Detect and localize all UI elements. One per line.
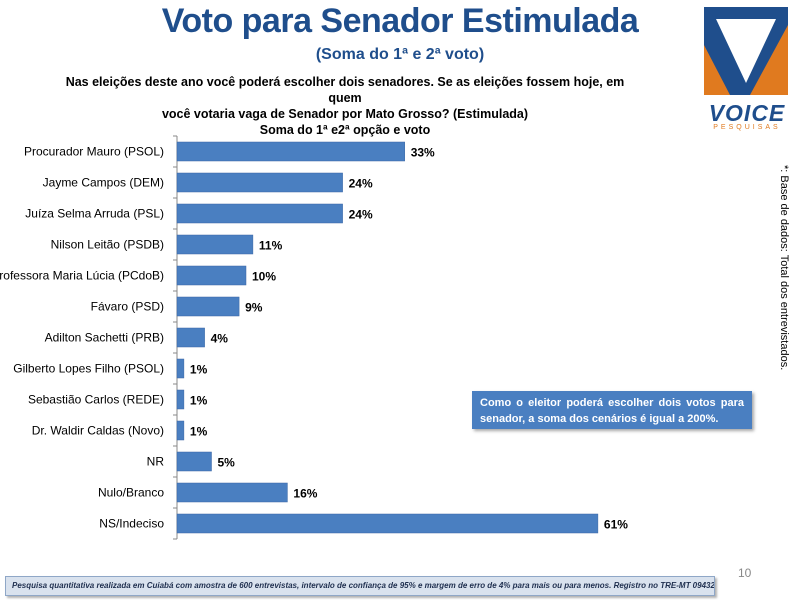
- category-label: NR: [147, 455, 165, 469]
- category-label: Nilson Leitão (PSDB): [51, 238, 164, 252]
- bar-chart: Procurador Mauro (PSOL) 33% Jayme Campos (…: [0, 135, 628, 540]
- data-label: 10%: [252, 270, 276, 284]
- category-label: Dr. Waldir Caldas (Novo): [32, 424, 164, 438]
- category-label: Sebastião Carlos (REDE): [28, 393, 164, 407]
- question-line-3: Soma do 1ª e2ª opção e voto: [259, 123, 431, 137]
- bar: [176, 513, 599, 534]
- data-label: 4%: [211, 332, 229, 346]
- bar: [176, 172, 343, 193]
- category-label: Adilton Sachetti (PRB): [45, 331, 164, 345]
- logo-wordmark: VOICE: [708, 100, 786, 126]
- logo-tagline: PESQUISAS: [713, 124, 781, 131]
- data-label: 5%: [218, 456, 236, 470]
- category-label: Gilberto Lopes Filho (PSOL): [13, 362, 164, 376]
- data-label: 11%: [259, 239, 283, 253]
- survey-question: Nas eleições deste ano você poderá escol…: [60, 74, 630, 138]
- category-label: Nulo/Branco: [98, 486, 164, 500]
- category-label: Procurador Mauro (PSOL): [24, 145, 164, 159]
- page-number: 10: [738, 566, 752, 580]
- bar: [176, 203, 343, 224]
- category-label: Jayme Campos (DEM): [43, 176, 164, 190]
- page-title: Voto para Senador Estimulada: [161, 2, 639, 40]
- bar: [176, 358, 185, 379]
- footer-methodology: Pesquisa quantitativa realizada em Cuiab…: [5, 576, 715, 596]
- base-note: *: Base de dados: Total dos entrevistado…: [778, 165, 790, 371]
- data-label: 1%: [190, 394, 208, 408]
- callout-box: Como o eleitor poderá escolher dois voto…: [472, 391, 752, 429]
- bar: [176, 141, 405, 162]
- data-label: 33%: [411, 146, 435, 160]
- voice-logo: [704, 7, 788, 95]
- question-line-1: Nas eleições deste ano você poderá escol…: [65, 75, 625, 105]
- question-line-2: você votaria vaga de Senador por Mato Gr…: [161, 107, 529, 121]
- category-label: Professora Maria Lúcia (PCdoB): [0, 269, 164, 283]
- bar: [176, 296, 240, 317]
- data-label: 1%: [190, 363, 208, 377]
- data-label: 9%: [245, 301, 263, 315]
- bar: [176, 451, 212, 472]
- data-label: 61%: [604, 518, 628, 532]
- bar: [176, 327, 205, 348]
- data-label: 16%: [293, 487, 317, 501]
- bar: [176, 389, 185, 410]
- page-subtitle: (Soma do 1ª e 2ª voto): [315, 46, 485, 63]
- category-label: NS/Indeciso: [99, 517, 164, 531]
- data-label: 1%: [190, 425, 208, 439]
- bar: [176, 234, 254, 255]
- data-label: 24%: [349, 208, 373, 222]
- bar: [176, 420, 185, 441]
- category-label: Fávaro (PSD): [91, 300, 164, 314]
- data-label: 24%: [349, 177, 373, 191]
- bar: [176, 482, 288, 503]
- bar: [176, 265, 247, 286]
- category-label: Juíza Selma Arruda (PSL): [25, 207, 164, 221]
